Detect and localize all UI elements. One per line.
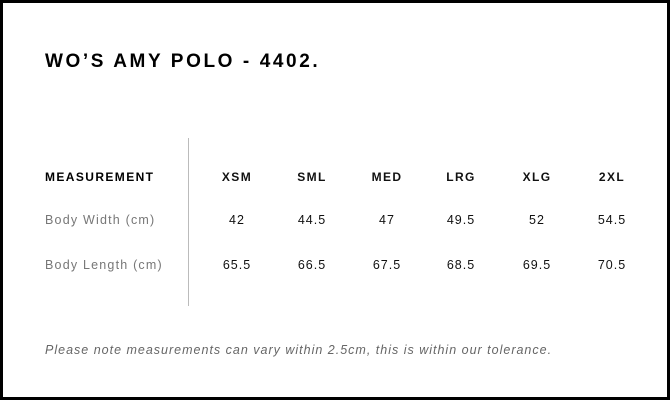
table-cell: 52 (529, 213, 545, 227)
table-cell: 42 (229, 213, 245, 227)
table-cell: 54.5 (597, 213, 627, 227)
table-cell: 49.5 (446, 213, 476, 227)
size-header: MED (371, 170, 403, 184)
table-cell: 65.5 (222, 258, 252, 272)
row-label-body-length: Body Length (cm) (45, 258, 163, 272)
table-cell: 44.5 (297, 213, 327, 227)
table-cell: 69.5 (522, 258, 552, 272)
table-cell: 68.5 (446, 258, 476, 272)
row-label-body-width: Body Width (cm) (45, 213, 156, 227)
size-header: XLG (522, 170, 552, 184)
size-header: SML (297, 170, 327, 184)
tolerance-note: Please note measurements can vary within… (45, 343, 553, 357)
size-header: XSM (221, 170, 253, 184)
column-divider (188, 138, 189, 306)
table-cell: 66.5 (297, 258, 327, 272)
page-title: WO’S AMY POLO - 4402. (45, 51, 321, 72)
table-cell: 67.5 (372, 258, 402, 272)
table-cell: 70.5 (597, 258, 627, 272)
size-header: LRG (446, 170, 476, 184)
size-header: 2XL (598, 170, 626, 184)
measurement-header: MEASUREMENT (45, 170, 155, 184)
table-cell: 47 (379, 213, 395, 227)
